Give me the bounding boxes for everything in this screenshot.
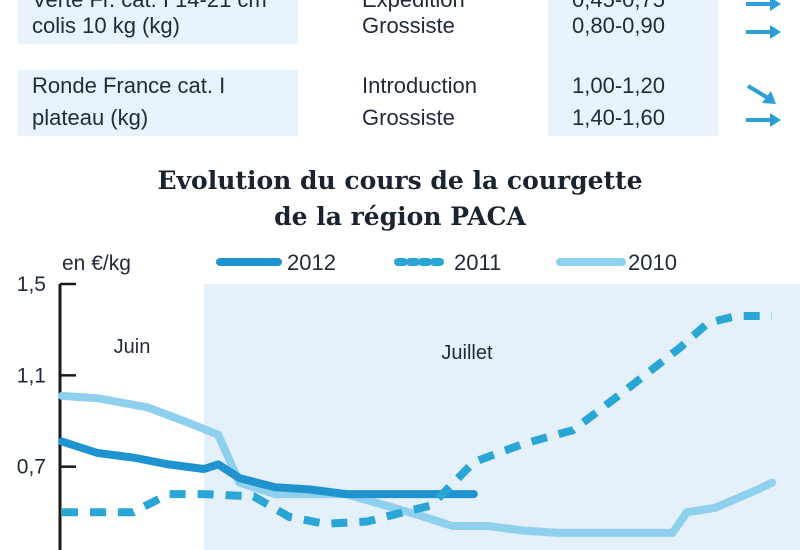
trend-down-right-arrow-icon xyxy=(746,84,776,104)
month-label-juillet: Juillet xyxy=(441,342,493,364)
stage-1-2: Grossiste xyxy=(362,13,455,38)
legend-label-2011: 2011 xyxy=(454,250,501,275)
chart-title-line-2: de la région PACA xyxy=(274,202,526,231)
chart-title-line-1: Evolution du cours de la courgette xyxy=(157,166,643,195)
y-tick-label: 0,7 xyxy=(17,456,46,479)
month-label-juin: Juin xyxy=(114,336,151,358)
price-1-1: 0,45-0,75 xyxy=(572,0,665,16)
price-table: Verte Fr. cat. I 14-21 cm colis 10 kg (k… xyxy=(0,0,800,150)
stage-1-1: Expédition xyxy=(362,0,465,16)
y-tick-label: 1,5 xyxy=(17,273,46,296)
price-column-band xyxy=(548,0,718,136)
trend-right-arrow-icon xyxy=(746,25,781,39)
trend-right-arrow-icon xyxy=(746,113,781,127)
series-line-2011 xyxy=(62,312,772,528)
trend-right-arrow-icon xyxy=(746,0,781,11)
y-unit-label: en €/kg xyxy=(62,252,131,275)
y-tick-label: 0,3 xyxy=(17,547,46,550)
price-2-2: 1,40-1,60 xyxy=(572,105,665,130)
row-band-1 xyxy=(18,0,298,44)
series-line-2010 xyxy=(58,391,776,537)
product-2-line-1: Ronde France cat. I xyxy=(32,73,226,98)
price-chart: Juin Juillet 1,5 1,1 0,7 0,3 en €/kg 2012 2011 20… xyxy=(17,250,800,550)
row-band-2 xyxy=(18,70,298,136)
product-1-line-1: Verte Fr. cat. I 14-21 cm xyxy=(32,0,267,16)
price-1-2: 0,80-0,90 xyxy=(572,13,665,38)
stage-2-1: Introduction xyxy=(362,73,477,98)
stage-2-2: Grossiste xyxy=(362,105,455,130)
product-2-line-2: plateau (kg) xyxy=(32,105,149,130)
product-1-line-2: colis 10 kg (kg) xyxy=(32,13,180,38)
price-2-1: 1,00-1,20 xyxy=(572,73,665,98)
legend-label-2010: 2010 xyxy=(628,250,677,275)
y-tick-label: 1,1 xyxy=(17,364,46,387)
series-line-2012 xyxy=(58,437,478,499)
legend-label-2012: 2012 xyxy=(287,250,336,275)
